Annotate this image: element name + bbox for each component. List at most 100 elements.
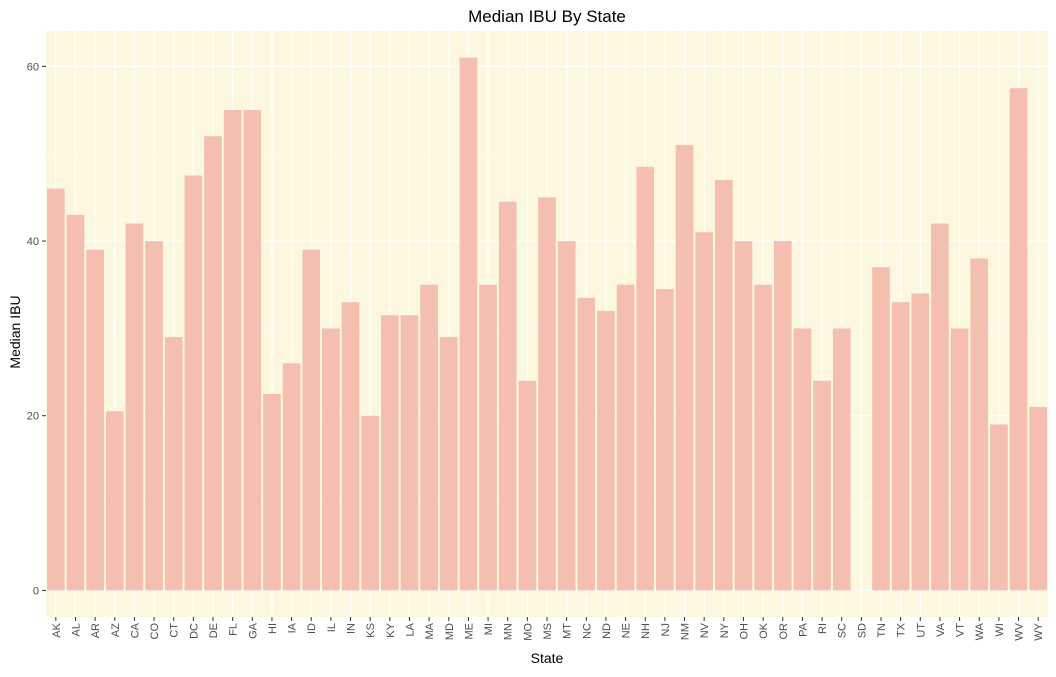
bar-dc <box>184 175 203 591</box>
bar-mi <box>479 284 497 591</box>
x-tick-label-ne: NE <box>621 623 633 638</box>
x-tick-label-sd: SD <box>856 623 868 638</box>
bar-mo <box>518 380 537 591</box>
x-tick-label-dc: DC <box>188 623 200 639</box>
x-tick-label-co: CO <box>149 623 161 640</box>
bar-nm <box>675 144 694 591</box>
bar-wa <box>970 258 989 591</box>
x-tick-label-ct: CT <box>169 623 181 638</box>
x-tick-label-fl: FL <box>228 623 240 636</box>
bar-ny <box>714 179 733 591</box>
x-tick-label-nm: NM <box>680 623 692 640</box>
x-tick-label-vt: VT <box>955 623 967 637</box>
y-tick-label: 20 <box>27 411 39 423</box>
bar-ri <box>813 380 831 591</box>
x-tick-label-mi: MI <box>483 623 495 635</box>
bar-oh <box>734 241 753 591</box>
bar-nc <box>577 297 596 591</box>
x-tick-label-ia: IA <box>287 622 299 633</box>
bar-va <box>931 223 949 591</box>
x-tick-label-mo: MO <box>522 623 534 641</box>
bar-al <box>66 214 85 591</box>
bar-me <box>459 57 478 591</box>
bar-tx <box>891 302 910 591</box>
bar-wi <box>990 424 1008 591</box>
x-tick-label-md: MD <box>444 623 456 640</box>
x-tick-label-wy: WY <box>1033 622 1045 640</box>
bar-ma <box>420 284 438 591</box>
bar-nv <box>695 232 714 591</box>
bar-ok <box>754 284 772 591</box>
bars <box>46 57 1048 591</box>
x-tick-label-ca: CA <box>129 622 141 638</box>
bar-in <box>341 302 360 591</box>
bar-ky <box>380 315 399 591</box>
bar-il <box>322 328 340 591</box>
x-axis-title: State <box>531 650 564 666</box>
bar-ca <box>125 223 144 591</box>
bar-fl <box>223 110 242 591</box>
x-tick-label-wa: WA <box>974 622 986 640</box>
bar-ne <box>616 284 635 591</box>
x-tick-label-mt: MT <box>562 623 574 639</box>
x-tick-label-nh: NH <box>640 623 652 639</box>
x-axis: AK AL AR AZ CA CO CT DC DE FL GA HI IA ID IL IN KS KY LA MA… <box>51 617 1045 641</box>
x-tick-label-me: ME <box>463 623 475 640</box>
x-tick-label-pa: PA <box>797 622 809 637</box>
x-tick-label-ga: GA <box>247 622 259 639</box>
x-tick-label-ma: MA <box>424 622 436 639</box>
x-tick-label-ut: UT <box>915 623 927 638</box>
x-tick-label-sc: SC <box>837 623 849 638</box>
bar-ks <box>361 415 380 591</box>
x-tick-label-de: DE <box>208 623 220 638</box>
bar-la <box>400 315 419 591</box>
bar-az <box>105 411 124 591</box>
bar-ak <box>46 188 65 591</box>
bar-mt <box>557 241 576 591</box>
x-tick-label-ar: AR <box>90 623 102 638</box>
x-tick-label-ri: RI <box>817 623 829 634</box>
bar-wy <box>1029 406 1048 591</box>
x-tick-label-nv: NV <box>699 622 711 638</box>
bar-co <box>145 241 163 591</box>
bar-de <box>204 136 222 591</box>
y-axis: 0 20 40 60 <box>27 61 46 597</box>
bar-vt <box>950 328 969 591</box>
bar-ms <box>538 197 556 591</box>
x-tick-label-hi: HI <box>267 623 279 634</box>
x-tick-label-ak: AK <box>51 622 63 637</box>
x-tick-label-ms: MS <box>542 623 554 640</box>
x-tick-label-ks: KS <box>365 623 377 638</box>
x-tick-label-tn: TN <box>876 623 888 638</box>
x-tick-label-mn: MN <box>503 623 515 640</box>
bar-ia <box>282 363 301 591</box>
x-tick-label-id: ID <box>306 623 318 634</box>
bar-ar <box>86 249 104 591</box>
x-tick-label-nj: NJ <box>660 623 672 636</box>
bar-nj <box>656 289 674 591</box>
x-tick-label-ny: NY <box>719 622 731 638</box>
bar-sc <box>832 328 851 591</box>
x-tick-label-al: AL <box>70 623 82 636</box>
x-tick-label-il: IL <box>326 623 338 632</box>
y-axis-title: Median IBU <box>7 295 23 368</box>
bar-mn <box>498 201 517 591</box>
bar-tn <box>872 267 890 591</box>
bar-hi <box>263 393 281 591</box>
x-tick-label-ky: KY <box>385 622 397 637</box>
bar-wv <box>1009 88 1028 591</box>
x-tick-label-nd: ND <box>601 623 613 639</box>
bar-or <box>773 241 792 591</box>
bar-ut <box>911 293 930 591</box>
x-tick-label-in: IN <box>346 623 358 634</box>
x-tick-label-la: LA <box>404 622 416 636</box>
x-tick-label-va: VA <box>935 622 947 637</box>
chart-title: Median IBU By State <box>468 7 626 26</box>
y-tick-label: 0 <box>33 585 39 597</box>
x-tick-label-ok: OK <box>758 622 770 639</box>
bar-ct <box>164 337 183 591</box>
x-tick-label-nc: NC <box>581 623 593 639</box>
y-tick-label: 60 <box>27 61 39 73</box>
